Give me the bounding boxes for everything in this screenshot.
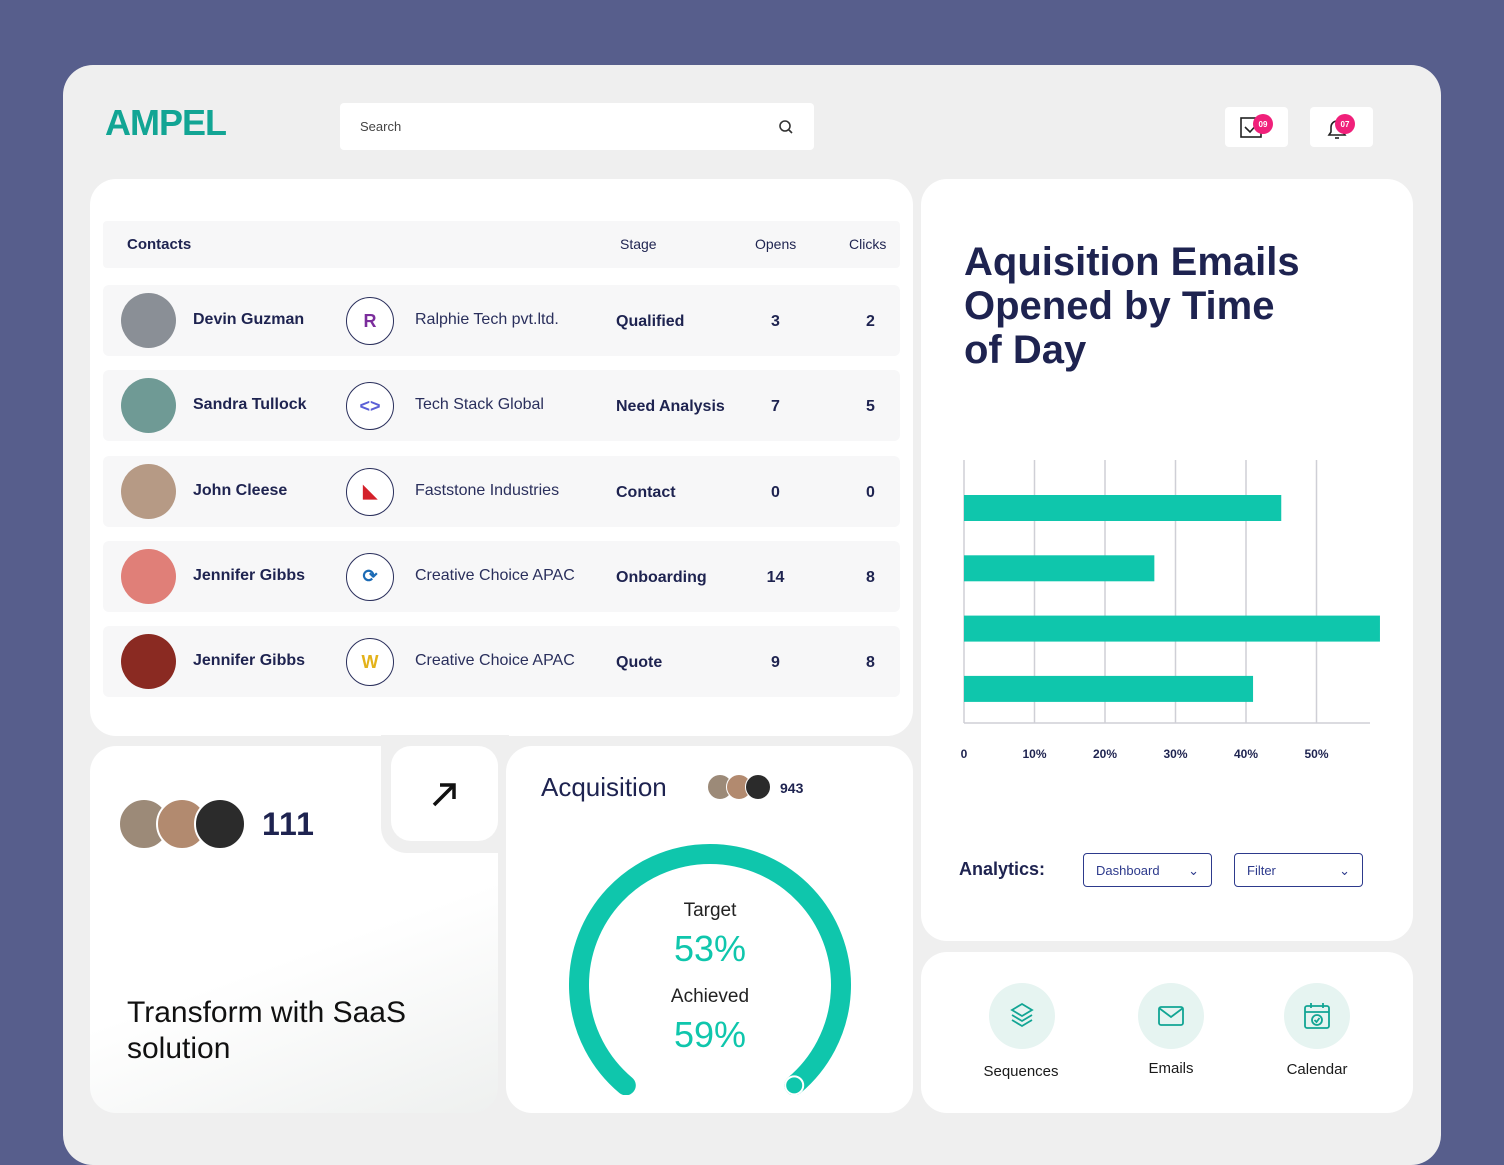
clicks-header[interactable]: Clicks [849,236,887,252]
chevron-down-icon: ⌄ [1188,863,1199,878]
stage-value: Qualified [616,313,685,330]
calendar-button[interactable] [1284,983,1350,1049]
contacts-header[interactable]: Contacts [127,236,192,253]
x-tick-label: 50% [1304,747,1329,761]
bar-chart [963,460,1380,724]
clicks-value: 5 [866,398,875,416]
company-logo: ⟳ [346,552,394,601]
acquisition-count: 943 [780,780,804,796]
contact-name[interactable]: John Cleese [193,481,288,499]
company-logo: <> [346,382,394,431]
filter-dropdown[interactable]: Filter ⌄ [1234,853,1363,887]
promo-headline: Transform with SaaS solution [127,996,406,1065]
achieved-value: 59% [673,1014,747,1055]
contact-name[interactable]: Sandra Tullock [193,396,307,414]
layers-icon [1010,1002,1034,1028]
opens-header[interactable]: Opens [755,236,797,252]
acquisition-card [506,746,913,1113]
x-tick-label: 0 [960,747,968,761]
clicks-value: 0 [866,483,875,501]
contact-name[interactable]: Jennifer Gibbs [193,652,306,670]
stage-value: Need Analysis [616,398,725,416]
target-label: Target [683,900,737,921]
emails-label[interactable]: Emails [1148,1060,1194,1077]
avatar [745,774,771,800]
opens-value: 0 [771,483,780,501]
contact-avatar [121,293,176,348]
calendar-label[interactable]: Calendar [1286,1061,1348,1078]
company-name: Ralphie Tech pvt.ltd. [415,311,559,328]
search-icon[interactable] [778,119,794,135]
company-name: Faststone Industries [415,481,560,499]
gauge-arc [569,844,851,1095]
opens-value: 7 [771,398,780,416]
messages-button[interactable]: 09 [1225,107,1288,147]
contact-row[interactable]: Jennifer Gibbs W Creative Choice APAC Qu… [103,626,900,698]
contact-avatar [121,378,176,434]
clicks-value: 8 [866,654,875,672]
opens-value: 14 [766,568,785,586]
analytics-label: Analytics: [959,859,1046,879]
stage-value: Quote [616,654,663,672]
contact-avatar [121,634,176,690]
contact-name[interactable]: Devin Guzman [193,311,305,328]
team-count: 111 [262,806,315,842]
company-logo: W [346,638,394,687]
contact-row[interactable]: Jennifer Gibbs ⟳ Creative Choice APAC On… [103,540,900,612]
notifications-button[interactable]: 07 [1310,107,1373,147]
dashboard-dropdown[interactable]: Dashboard ⌄ [1083,853,1212,887]
clicks-value: 8 [866,568,875,586]
company-name: Creative Choice APAC [415,566,575,584]
opens-value: 3 [771,313,780,330]
contact-avatar [121,548,176,604]
arrow-up-right-icon [432,782,456,806]
company-name: Creative Choice APAC [415,652,575,670]
opens-value: 9 [771,654,780,672]
contacts-table-header: Contacts Stage Opens Clicks [103,221,900,268]
dashboard-dropdown-value: Dashboard [1096,863,1160,878]
contact-row[interactable]: John Cleese ◣ Faststone Industries Conta… [103,455,900,527]
x-tick-label: 30% [1163,747,1188,761]
chart-title: Aquisition Emails Opened by Time of Day [964,240,1300,372]
sequences-button[interactable] [989,983,1055,1049]
notifications-badge: 07 [1335,114,1355,134]
target-value: 53% [673,928,747,969]
bar[interactable] [964,675,1254,702]
messages-badge: 09 [1253,114,1273,134]
search-input[interactable]: Search [340,103,814,150]
chevron-down-icon: ⌄ [1339,863,1350,878]
emails-button[interactable] [1138,983,1204,1049]
gauge-knob[interactable] [784,1075,805,1095]
company-name: Tech Stack Global [415,396,544,414]
bar[interactable] [964,495,1282,521]
stage-value: Onboarding [616,568,707,586]
contact-row[interactable]: Devin Guzman R Ralphie Tech pvt.ltd. Qua… [103,285,900,356]
open-arrow-button[interactable] [391,746,498,841]
brand-logo[interactable]: AMPEL [105,102,227,143]
filter-dropdown-value: Filter [1247,863,1276,878]
x-tick-label: 40% [1233,747,1259,761]
mail-icon [1158,1006,1184,1026]
stage-value: Contact [616,483,676,501]
achieved-label: Achieved [670,986,750,1007]
clicks-value: 2 [866,313,875,330]
bar[interactable] [964,615,1380,642]
contact-name[interactable]: Jennifer Gibbs [193,566,306,584]
contact-row[interactable]: Sandra Tullock <> Tech Stack Global Need… [103,370,900,442]
acquisition-gauge [569,844,851,1095]
avatar [194,798,246,850]
x-tick-label: 10% [1022,747,1047,761]
company-logo: ◣ [346,467,394,516]
company-logo: R [346,297,394,345]
x-tick-label: 20% [1092,747,1118,761]
avatar-group [118,798,248,850]
acquisition-avatars [707,774,773,800]
stage-header[interactable]: Stage [620,236,657,252]
contact-avatar [121,463,176,519]
bar[interactable] [964,555,1155,582]
calendar-check-icon [1304,1003,1330,1029]
acquisition-title: Acquisition [541,772,667,802]
sequences-label[interactable]: Sequences [983,1063,1059,1080]
search-placeholder: Search [360,119,402,134]
